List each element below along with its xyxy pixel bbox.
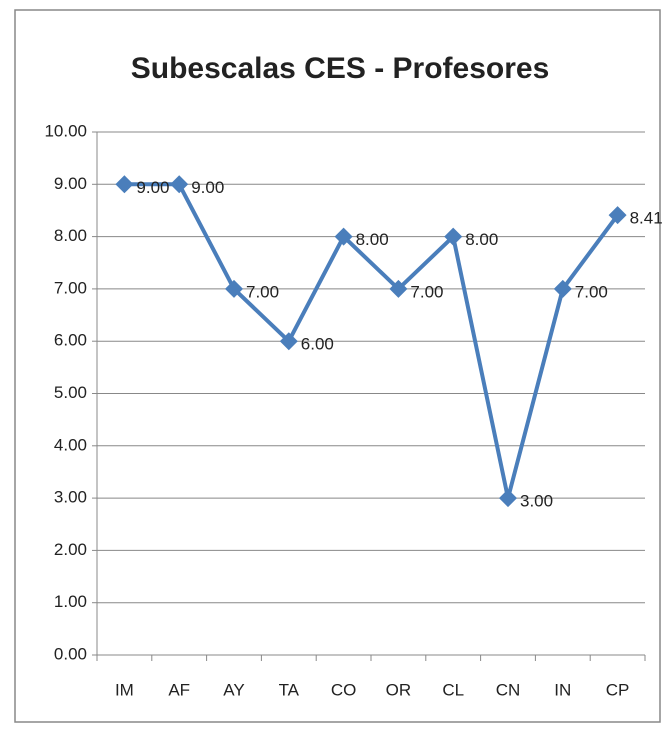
data-label: 7.00	[575, 282, 608, 301]
data-label: 7.00	[246, 282, 279, 301]
x-tick-label: CO	[331, 680, 357, 699]
data-point	[389, 279, 408, 298]
data-point	[608, 206, 627, 225]
series-line	[124, 182, 620, 501]
x-tick-label: AY	[223, 680, 244, 699]
data-point	[115, 175, 134, 194]
x-tick-label: IN	[554, 680, 571, 699]
y-tick-label: 8.00	[54, 226, 87, 245]
y-tick-label: 6.00	[54, 331, 87, 350]
y-tick-label: 2.00	[54, 540, 87, 559]
y-tick-label: 1.00	[54, 592, 87, 611]
data-label: 8.41	[630, 209, 663, 228]
data-label: 9.00	[191, 178, 224, 197]
x-tick-label: AF	[168, 680, 190, 699]
y-tick-label: 7.00	[54, 278, 87, 297]
x-tick-label: TA	[279, 680, 300, 699]
data-label: 3.00	[520, 492, 553, 511]
data-point	[225, 279, 243, 298]
data-label: 9.00	[136, 178, 169, 197]
x-tick-label: OR	[386, 680, 412, 699]
y-tick-label: 4.00	[54, 435, 87, 454]
data-point	[170, 175, 189, 194]
data-point	[334, 227, 353, 246]
data-point	[279, 332, 298, 351]
y-tick-label: 9.00	[54, 174, 87, 193]
data-point	[499, 489, 517, 508]
y-tick-label: 0.00	[54, 644, 87, 663]
x-tick-label: IM	[115, 680, 134, 699]
x-tick-label: CP	[606, 680, 630, 699]
y-tick-label: 3.00	[54, 488, 87, 507]
chart-title: Subescalas CES - Profesores	[131, 52, 550, 85]
data-label: 8.00	[356, 230, 389, 249]
data-label: 6.00	[301, 335, 334, 354]
chart-border	[14, 9, 661, 723]
x-tick-label: CL	[442, 680, 464, 699]
y-tick-label: 10.00	[44, 121, 87, 140]
data-label: 7.00	[410, 282, 443, 301]
data-label: 8.00	[465, 230, 498, 249]
data-point	[553, 279, 572, 298]
y-tick-label: 5.00	[54, 383, 87, 402]
x-tick-label: CN	[496, 680, 521, 699]
data-point	[444, 227, 463, 246]
